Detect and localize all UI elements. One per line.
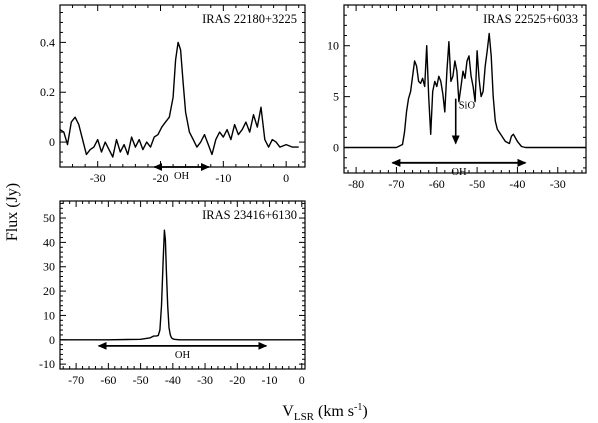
x-tick-label: 0 <box>283 171 289 185</box>
x-tick-label: -10 <box>215 171 231 185</box>
x-axis-title: VLSR (km s-1) <box>282 402 367 423</box>
x-tick-label: -20 <box>153 171 169 185</box>
oh-range-label: OH <box>175 350 191 361</box>
y-tick-label: 10 <box>43 308 55 322</box>
x-tick-label: -60 <box>100 373 116 387</box>
x-axis-title-units-exp: -1 <box>354 402 362 413</box>
oh-range-label: OH <box>174 171 190 182</box>
panel-title: IRAS 22180+3225 <box>202 12 297 26</box>
x-tick-label: -40 <box>509 177 525 191</box>
x-axis-title-units-close: ) <box>362 403 367 420</box>
x-tick-label: -70 <box>388 177 404 191</box>
y-tick-label: 0.2 <box>40 85 55 99</box>
y-tick-label: 20 <box>43 284 55 298</box>
y-tick-label: 50 <box>43 211 55 225</box>
y-tick-label: -10 <box>39 357 55 371</box>
x-axis-title-units: (km s <box>314 403 354 420</box>
panel-iras-23416: -70 -60 -50 -40 -30 -20 -10 0 -10 0 10 20 30 40 50 OH IR… <box>39 200 306 387</box>
plot-frame <box>59 200 306 370</box>
x-axis-title-main: V <box>282 403 294 420</box>
panel-title: IRAS 23416+6130 <box>202 208 297 222</box>
x-tick-label: -20 <box>229 373 245 387</box>
y-tick-label: 30 <box>43 260 55 274</box>
y-tick-label: 5 <box>333 90 339 104</box>
x-tick-label: -80 <box>348 177 364 191</box>
y-tick-label: 0 <box>49 135 55 149</box>
y-tick-label: 0 <box>49 333 55 347</box>
spectrum-line <box>60 229 305 341</box>
x-tick-label: -30 <box>90 171 106 185</box>
x-axis-title-sub: LSR <box>294 411 315 423</box>
spectrum-line <box>344 32 586 149</box>
x-tick-label: -10 <box>262 373 278 387</box>
x-tick-label: -30 <box>197 373 213 387</box>
x-tick-label: -30 <box>550 177 566 191</box>
y-tick-label: 0.4 <box>40 35 55 49</box>
oh-range-label: OH <box>451 167 467 178</box>
x-tick-label: -50 <box>469 177 485 191</box>
panel-iras-22180: -30 -20 -10 0 0 0.2 0.4 OH IRAS 22180+3225 <box>40 4 306 185</box>
plot-frame <box>343 4 587 174</box>
sio-label: SiO <box>459 101 476 112</box>
x-tick-label: -50 <box>133 373 149 387</box>
panel-iras-22525: -80 -70 -60 -50 -40 -30 0 5 10 OH SiO IRAS 22525+60… <box>327 4 587 191</box>
x-tick-label: 0 <box>299 373 305 387</box>
y-tick-label: 40 <box>43 235 55 249</box>
x-tick-label: -40 <box>165 373 181 387</box>
y-axis-title: Flux (Jy) <box>4 183 21 241</box>
panel-title: IRAS 22525+6033 <box>483 12 578 26</box>
x-tick-label: -70 <box>68 373 84 387</box>
x-tick-label: -60 <box>429 177 445 191</box>
spectrum-line <box>59 41 299 158</box>
y-tick-label: 10 <box>327 39 339 53</box>
y-tick-label: 0 <box>333 141 339 155</box>
